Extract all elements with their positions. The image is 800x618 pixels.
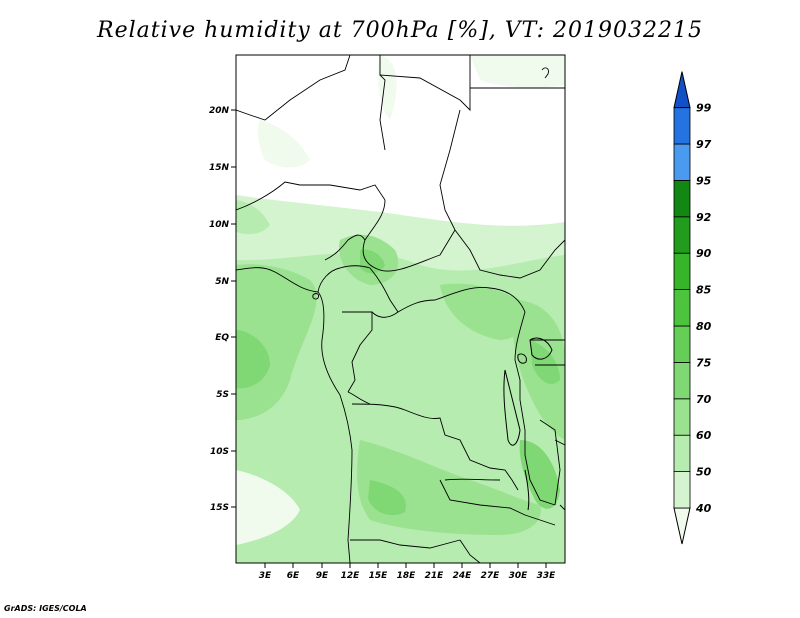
lon-tick-label: 27E — [481, 571, 501, 581]
lon-tick-labels: 3E 6E 9E 12E 15E 18E 21E 24E 27E 30E 33E — [259, 571, 556, 581]
lat-tick-label: 20N — [209, 106, 230, 116]
humidity-field — [236, 55, 565, 563]
lon-tick-label: 15E — [369, 571, 389, 581]
lat-tick-label: 15S — [210, 503, 229, 513]
colorbar-segment — [673, 434, 691, 473]
colorbar-segment — [673, 289, 691, 327]
lon-tick-label: 33E — [537, 571, 557, 581]
lat-tick-labels: 20N 15N 10N 5N EQ 5S 10S 15S — [209, 106, 230, 513]
credit-label: GrADS: IGES/COLA — [4, 604, 87, 613]
colorbar: 40 50 60 70 75 80 85 90 92 95 97 99 — [673, 71, 712, 545]
colorbar-segment — [673, 325, 691, 363]
country-boundaries — [236, 55, 565, 563]
colorbar-level-label: 85 — [696, 284, 712, 297]
lon-tick-label: 6E — [287, 571, 300, 581]
lon-tick-label: 30E — [509, 571, 529, 581]
lat-tick-label: 15N — [209, 163, 230, 173]
colorbar-segment — [673, 471, 691, 509]
lon-tick-label: 12E — [341, 571, 361, 581]
colorbar-segment — [673, 216, 691, 254]
colorbar-level-label: 95 — [696, 174, 712, 187]
lon-tick-label: 21E — [425, 571, 445, 581]
map-frame — [235, 54, 566, 564]
colorbar-segment — [673, 143, 691, 181]
lon-tick-label: 3E — [259, 571, 272, 581]
colorbar-level-label: 75 — [696, 356, 712, 369]
lat-tick-label: 10N — [209, 220, 230, 230]
lon-axis — [264, 563, 547, 568]
lat-tick-label: 5N — [215, 277, 229, 287]
lat-axis — [231, 109, 236, 508]
colorbar-segment — [673, 361, 691, 400]
colorbar-level-label: 70 — [696, 393, 712, 406]
map-title: Relative humidity at 700hPa [%], VT: 201… — [97, 18, 703, 43]
lakes — [503, 337, 553, 511]
colorbar-level-label: 40 — [695, 502, 712, 515]
lat-tick-label: EQ — [215, 333, 229, 343]
map-panel — [236, 55, 565, 563]
colorbar-level-label: 99 — [696, 102, 712, 115]
lon-tick-label: 9E — [316, 571, 329, 581]
lon-tick-label: 18E — [397, 571, 417, 581]
colorbar-level-label: 90 — [696, 247, 712, 260]
colorbar-level-label: 60 — [696, 429, 712, 442]
colorbar-segment — [673, 179, 691, 218]
colorbar-level-label: 50 — [696, 466, 712, 479]
lat-tick-label: 5S — [216, 390, 229, 400]
colorbar-segment — [673, 398, 691, 436]
colorbar-level-label: 92 — [696, 211, 712, 224]
colorbar-top-triangle — [673, 71, 691, 109]
colorbar-level-label: 97 — [696, 138, 712, 151]
colorbar-bottom-triangle — [673, 507, 691, 545]
colorbar-level-label: 80 — [696, 320, 712, 333]
colorbar-segment — [673, 107, 691, 145]
lon-tick-label: 24E — [453, 571, 473, 581]
colorbar-segment — [673, 252, 691, 290]
lat-tick-label: 10S — [210, 447, 229, 457]
